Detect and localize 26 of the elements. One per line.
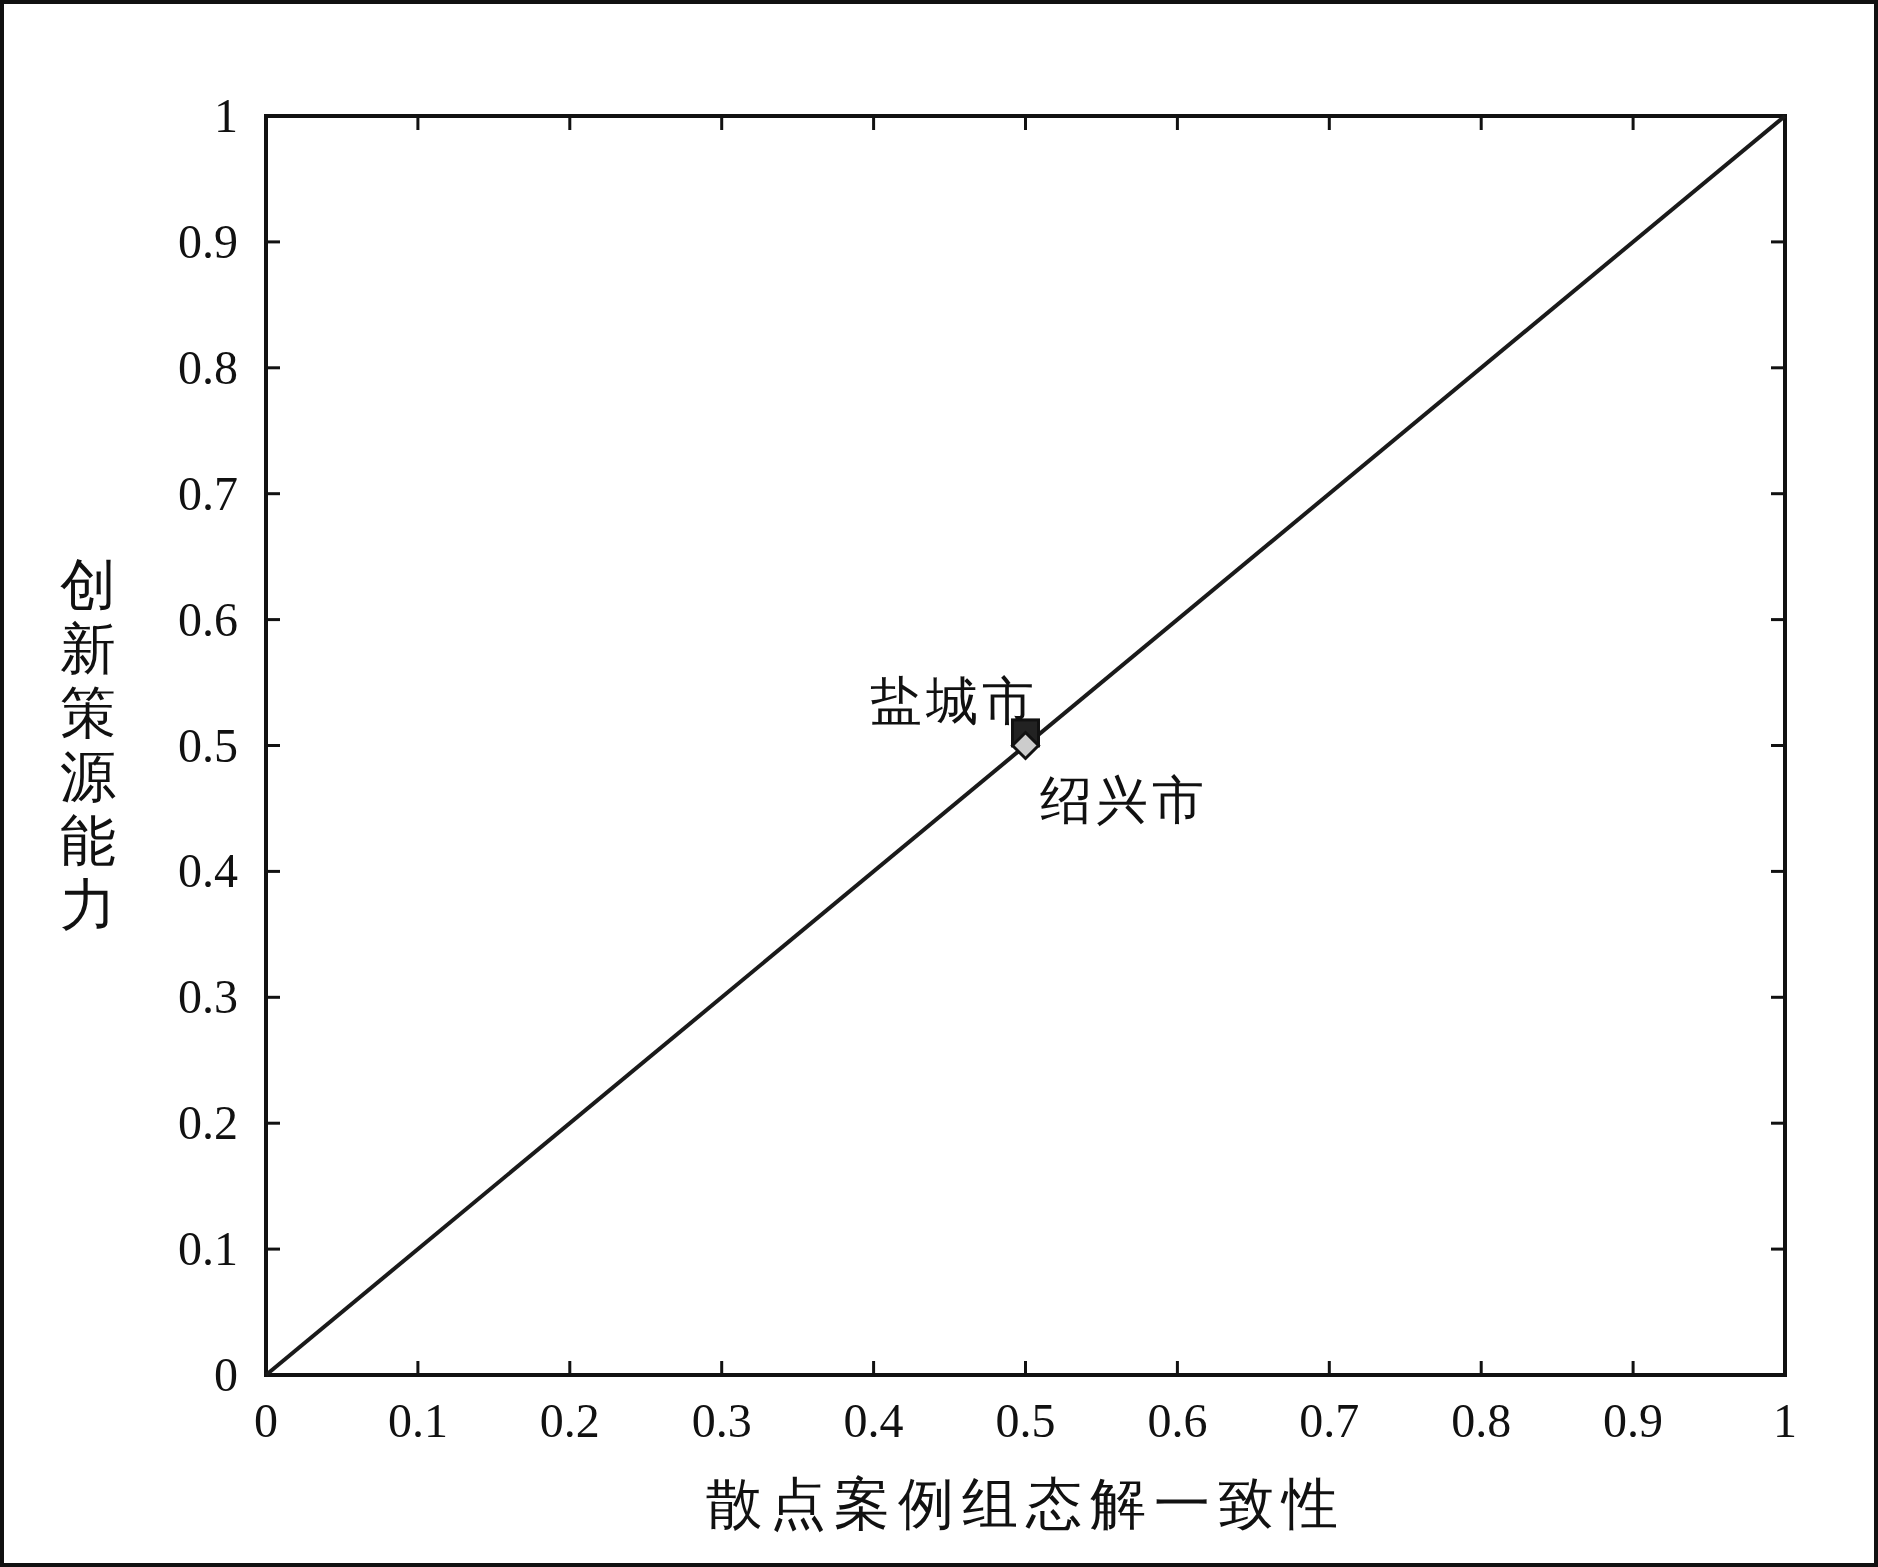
x-tick-label: 0.5 bbox=[995, 1394, 1056, 1447]
y-axis-title: 创新策源能力 bbox=[60, 553, 116, 936]
x-tick-label: 0.7 bbox=[1299, 1394, 1360, 1447]
y-tick-label: 1 bbox=[214, 89, 238, 142]
annotation: 盐城市 bbox=[869, 672, 1038, 730]
y-tick-label: 0.5 bbox=[178, 718, 238, 772]
y-tick-label: 0.9 bbox=[178, 214, 238, 268]
x-tick-label: 0.6 bbox=[1147, 1394, 1208, 1447]
x-tick-label: 0.3 bbox=[691, 1394, 752, 1447]
annotation: 绍兴市 bbox=[1039, 771, 1208, 829]
x-tick-label: 0.1 bbox=[387, 1394, 448, 1447]
x-tick-label: 0.9 bbox=[1603, 1394, 1664, 1447]
y-tick-label: 0.1 bbox=[178, 1222, 238, 1276]
y-tick-label: 0.3 bbox=[178, 970, 238, 1024]
y-tick-label: 0.8 bbox=[178, 340, 238, 394]
y-tick-label: 0.2 bbox=[178, 1096, 238, 1150]
x-tick-label: 0.2 bbox=[539, 1394, 600, 1447]
y-tick-label: 0.6 bbox=[178, 592, 238, 646]
y-tick-label: 0 bbox=[214, 1348, 238, 1401]
x-tick-label: 0 bbox=[254, 1394, 278, 1447]
y-tick-label: 0.4 bbox=[178, 844, 238, 898]
x-tick-label: 1 bbox=[1773, 1394, 1797, 1447]
y-tick-label: 0.7 bbox=[178, 466, 238, 520]
x-tick-label: 0.4 bbox=[843, 1394, 904, 1447]
x-axis-title: 散点案例组态解一致性 bbox=[705, 1473, 1346, 1535]
x-tick-label: 0.8 bbox=[1451, 1394, 1512, 1447]
